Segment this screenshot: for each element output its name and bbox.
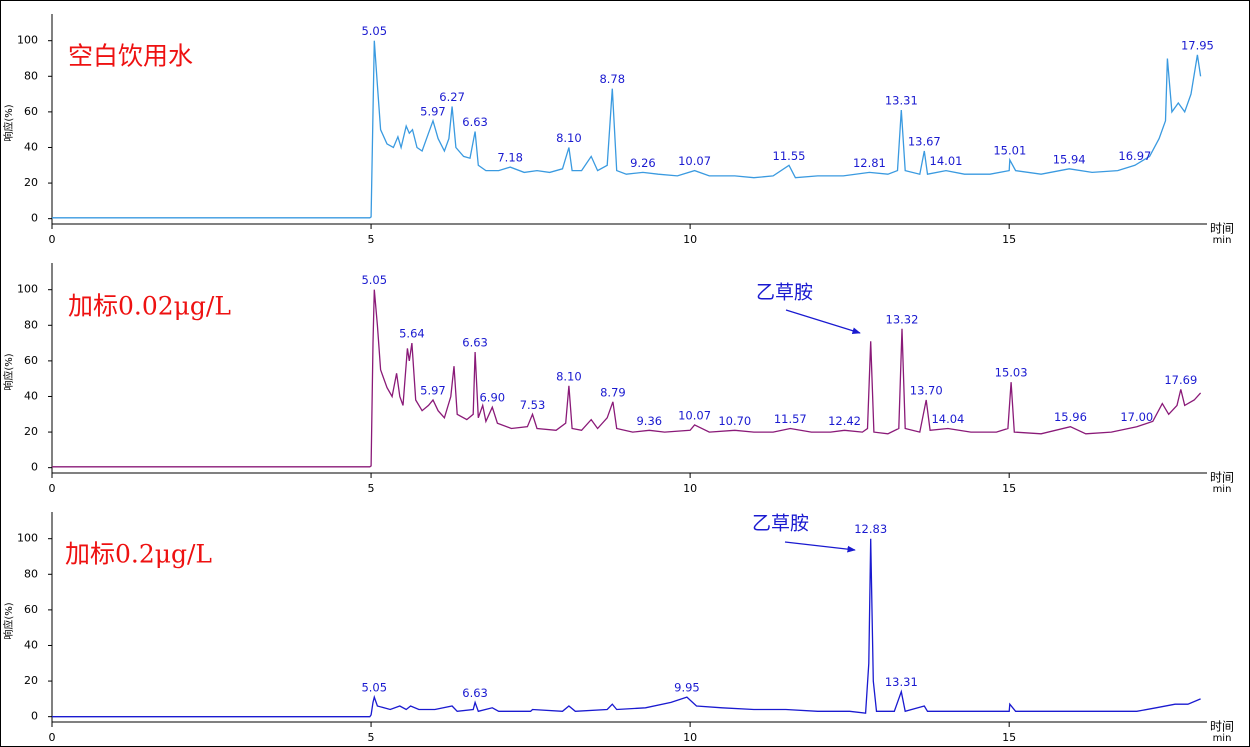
peak-label: 8.10 (556, 369, 582, 383)
y-tick-label: 100 (17, 34, 38, 47)
trace (52, 40, 1202, 219)
peak-label: 17.00 (1120, 410, 1153, 424)
x-tick-label: 15 (1002, 731, 1016, 744)
y-tick-label: 80 (24, 567, 38, 580)
peak-label: 6.27 (439, 90, 465, 104)
peak-label: 11.57 (774, 412, 807, 426)
peak-label: 15.96 (1054, 410, 1087, 424)
y-tick-label: 60 (24, 603, 38, 616)
x-axis-unit: min (1213, 484, 1232, 495)
peak-label: 5.97 (420, 104, 446, 118)
peak-label: 13.67 (908, 135, 941, 149)
x-tick-label: 5 (368, 731, 375, 744)
y-axis-label: 响应(%) (2, 353, 15, 390)
peak-label: 5.05 (361, 273, 387, 287)
peak-label: 10.70 (718, 414, 751, 428)
y-tick-label: 100 (17, 532, 38, 545)
x-tick-label: 15 (1002, 233, 1016, 246)
x-tick-label: 10 (683, 233, 697, 246)
x-tick-label: 0 (49, 731, 56, 744)
peak-label: 17.69 (1164, 373, 1197, 387)
y-tick-label: 80 (24, 318, 38, 331)
y-tick-label: 20 (24, 425, 38, 438)
x-tick-label: 10 (683, 731, 697, 744)
x-axis-unit: min (1213, 733, 1232, 744)
y-tick-label: 40 (24, 389, 38, 402)
peak-label: 10.07 (678, 408, 711, 422)
y-axis-label: 响应(%) (2, 602, 15, 639)
peak-label: 8.79 (600, 385, 626, 399)
peak-label: 16.97 (1118, 149, 1151, 163)
peak-label: 8.10 (556, 131, 582, 145)
y-tick-label: 100 (17, 283, 38, 296)
peak-label: 7.53 (520, 398, 546, 412)
peak-label: 15.03 (995, 366, 1028, 380)
peak-label: 6.63 (462, 115, 488, 129)
peak-label: 12.81 (853, 156, 886, 170)
y-tick-label: 0 (31, 212, 38, 225)
y-tick-label: 40 (24, 638, 38, 651)
x-axis-unit: min (1213, 235, 1232, 246)
y-tick-label: 60 (24, 105, 38, 118)
y-tick-label: 20 (24, 674, 38, 687)
panel-title: 空白饮用水 (68, 42, 193, 71)
x-tick-label: 5 (368, 233, 375, 246)
annotation-arrow (784, 541, 856, 553)
peak-label: 13.31 (885, 94, 918, 108)
peak-label: 11.55 (773, 149, 806, 163)
y-axis-label: 响应(%) (2, 104, 15, 141)
peak-label: 15.94 (1053, 152, 1086, 166)
peak-label: 6.63 (462, 686, 488, 700)
peak-label: 17.95 (1181, 38, 1214, 52)
peak-label: 8.78 (599, 72, 625, 86)
y-tick-label: 0 (31, 710, 38, 723)
x-tick-label: 5 (368, 482, 375, 495)
trace (52, 538, 1201, 718)
peak-label: 15.01 (993, 143, 1026, 157)
panel-title: 加标0.2μg/L (65, 540, 212, 569)
peak-label: 6.90 (479, 391, 505, 405)
peak-label: 14.01 (930, 154, 963, 168)
peak-label: 5.97 (420, 384, 446, 398)
peak-label: 12.42 (828, 414, 861, 428)
x-axis-label: 时间 (1210, 222, 1234, 236)
peak-label: 14.04 (931, 412, 964, 426)
y-tick-label: 80 (24, 69, 38, 82)
peak-label: 6.63 (462, 335, 488, 349)
y-tick-label: 0 (31, 461, 38, 474)
peak-label: 13.31 (885, 675, 918, 689)
y-tick-label: 20 (24, 176, 38, 189)
annotation-arrow (785, 309, 861, 334)
y-tick-label: 60 (24, 354, 38, 367)
peak-label: 13.70 (910, 384, 943, 398)
panel-title: 加标0.02μg/L (68, 292, 231, 321)
annotation: 乙草胺 (756, 282, 813, 304)
peak-label: 9.26 (630, 156, 656, 170)
x-tick-label: 15 (1002, 482, 1016, 495)
peak-label: 7.18 (497, 151, 523, 165)
x-tick-label: 0 (49, 482, 56, 495)
peak-label: 5.05 (361, 681, 387, 695)
x-axis-label: 时间 (1210, 471, 1234, 485)
peak-label: 5.64 (399, 327, 425, 341)
x-axis-label: 时间 (1210, 720, 1234, 734)
x-tick-label: 10 (683, 482, 697, 495)
peak-label: 9.36 (636, 414, 662, 428)
peak-label: 13.32 (886, 312, 919, 326)
peak-label: 9.95 (674, 681, 700, 695)
peak-label: 5.05 (361, 24, 387, 38)
peak-label: 12.83 (854, 522, 887, 536)
annotation: 乙草胺 (752, 513, 809, 535)
x-tick-label: 0 (49, 233, 56, 246)
peak-label: 10.07 (678, 154, 711, 168)
y-tick-label: 40 (24, 140, 38, 153)
trace (52, 289, 1202, 468)
